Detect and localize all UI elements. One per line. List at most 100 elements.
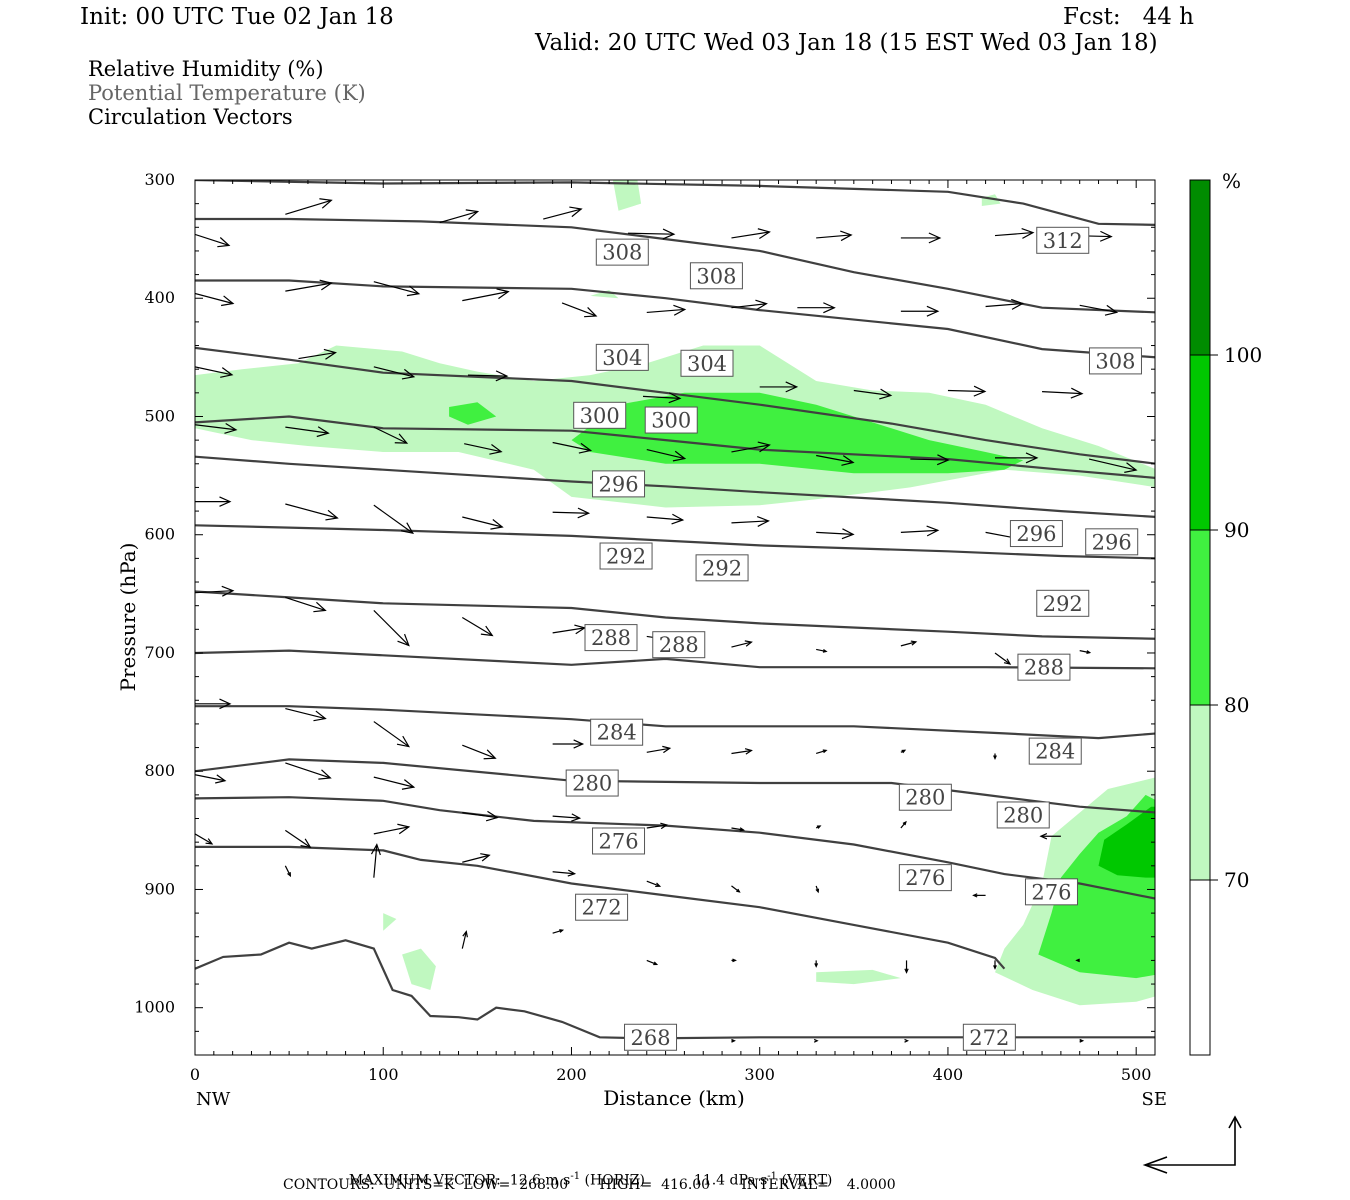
circulation-vector	[814, 1039, 817, 1042]
theta-label-text: 280	[1003, 803, 1043, 827]
theta-label-text: 288	[591, 626, 631, 650]
theta-label: 272	[576, 894, 628, 920]
circulation-vector	[901, 526, 938, 536]
circulation-vector	[647, 746, 670, 752]
circulation-vector	[462, 745, 495, 759]
circulation-vector	[994, 753, 997, 758]
theta-label-text: 280	[905, 786, 945, 810]
rh-region-70-6	[383, 913, 396, 931]
theta-label-text: 296	[1092, 530, 1132, 554]
circulation-vector	[195, 775, 225, 783]
circulation-vector	[1080, 651, 1090, 654]
circulation-vector	[731, 229, 769, 239]
theta-label: 300	[645, 407, 697, 433]
colorbar-segment	[1190, 880, 1210, 1055]
circulation-vector	[374, 824, 409, 834]
circulation-vector	[195, 234, 229, 246]
theta-label-text: 300	[651, 409, 691, 433]
theta-contour-312-13	[195, 180, 1157, 225]
y-tick-label: 1000	[134, 998, 175, 1017]
circulation-vector	[553, 814, 580, 821]
theta-label-text: 276	[598, 829, 638, 853]
y-tick-label: 500	[144, 406, 175, 425]
theta-label-text: 292	[606, 545, 646, 569]
circulation-vector	[647, 881, 660, 886]
theta-contour-312-12	[195, 219, 1157, 312]
theta-label: 292	[696, 555, 748, 581]
theta-label-text: 272	[582, 896, 622, 920]
circulation-vector	[901, 822, 906, 828]
circulation-vector	[816, 529, 853, 539]
theta-contour-284-4	[195, 706, 1157, 738]
circulation-vector	[901, 306, 938, 316]
circulation-vector	[195, 294, 233, 306]
circulation-vector	[731, 517, 768, 527]
circulation-vector	[543, 207, 581, 219]
theta-label: 280	[899, 784, 951, 810]
circulation-vector	[816, 826, 820, 829]
circulation-vector	[440, 210, 478, 223]
colorbar-level-label: 80	[1224, 693, 1249, 717]
theta-label: 292	[600, 543, 652, 569]
theta-label: 308	[690, 263, 742, 289]
circulation-vector	[285, 199, 331, 215]
theta-label: 288	[1018, 654, 1070, 680]
axes: 300 400 500 600 700 800 900 1000 0 100 200 300 400 50…	[134, 170, 1155, 1084]
circulation-vector	[562, 303, 596, 317]
circulation-vectors	[195, 199, 1136, 1042]
circulation-vector	[901, 641, 916, 646]
circulation-vector	[285, 866, 290, 876]
circulation-vector	[647, 514, 683, 524]
circulation-vector	[816, 886, 819, 892]
theta-label: 280	[997, 802, 1049, 828]
circulation-vector	[901, 750, 905, 753]
theta-label-text: 312	[1043, 229, 1083, 253]
theta-label-text: 296	[1016, 522, 1056, 546]
x-left-end-label: NW	[196, 1089, 231, 1110]
x-right-end-label: SE	[1142, 1089, 1167, 1110]
theta-label: 308	[596, 239, 648, 265]
theta-label-text: 308	[602, 241, 642, 265]
colorbar: 100 90 80 70	[1190, 180, 1262, 1055]
colorbar-segment	[1190, 180, 1210, 355]
theta-label: 308	[1089, 348, 1141, 374]
circulation-vector	[285, 830, 310, 847]
theta-label-text: 284	[597, 721, 637, 745]
x-tick-label: 200	[556, 1065, 587, 1084]
theta-label: 276	[593, 828, 645, 854]
contour-info: CONTOURS: UNITS=K LOW= 268.00 HIGH= 416.…	[283, 1178, 896, 1192]
circulation-vector	[462, 289, 508, 301]
y-tick-label: 300	[144, 170, 175, 189]
circulation-vector	[553, 740, 583, 748]
x-axis-title: Distance (km)	[603, 1086, 745, 1110]
theta-label: 288	[585, 625, 637, 651]
circulation-vector	[553, 930, 563, 933]
theta-label: 312	[1037, 227, 1089, 253]
theta-label: 304	[681, 350, 733, 376]
theta-label-text: 276	[905, 866, 945, 890]
x-tick-label: 400	[933, 1065, 964, 1084]
theta-label: 280	[566, 770, 618, 796]
circulation-vector	[374, 610, 409, 645]
circulation-vector	[374, 722, 409, 747]
circulation-vector	[462, 854, 489, 863]
theta-label: 296	[1086, 529, 1138, 555]
colorbar-segment	[1190, 355, 1210, 530]
theta-label-text: 276	[1031, 880, 1071, 904]
circulation-vector	[995, 229, 1033, 239]
circulation-vector	[731, 959, 735, 962]
circulation-vector	[995, 653, 1010, 664]
colorbar-level-label: 100	[1224, 343, 1262, 367]
x-tick-label: 0	[190, 1065, 200, 1084]
circulation-vector	[731, 1039, 734, 1042]
colorbar-segment	[1190, 705, 1210, 880]
theta-label: 276	[1025, 879, 1077, 905]
circulation-vector	[816, 231, 851, 240]
circulation-vector	[285, 709, 325, 721]
x-tick-label: 500	[1121, 1065, 1152, 1084]
y-tick-label: 900	[144, 879, 175, 898]
circulation-vector	[905, 960, 908, 972]
theta-label: 292	[1037, 590, 1089, 616]
x-tick-label: 100	[368, 1065, 399, 1084]
